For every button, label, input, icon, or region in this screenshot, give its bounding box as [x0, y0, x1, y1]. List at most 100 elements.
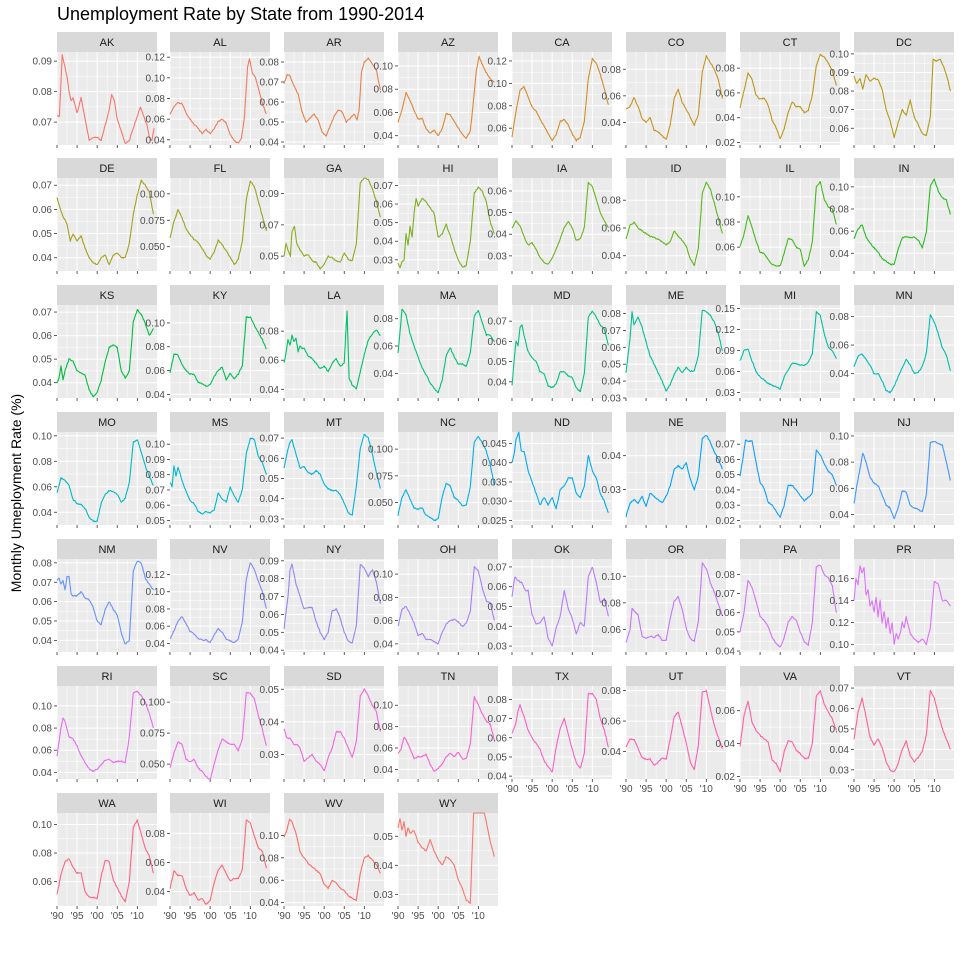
y-tick-label: 0.04: [374, 765, 394, 776]
y-tick-label: 0.07: [830, 105, 850, 116]
facet-strip-label: MA: [440, 290, 457, 302]
facet-panel-dc: DC 0.06 0.07 0.08 0.09 0.10: [830, 32, 954, 148]
facet-panel-pr: PR 0.10 0.12 0.14 0.16: [830, 539, 954, 655]
y-tick-label: 0.03: [260, 750, 280, 761]
series-line-sc: [169, 691, 267, 780]
facet-strip-label: MI: [784, 290, 796, 302]
y-tick-label: 0.05: [488, 752, 508, 763]
series-line-ca: [511, 57, 609, 142]
series-line-az: [397, 55, 495, 139]
y-tick-label: 0.14: [830, 596, 850, 607]
y-tick-label: 0.100: [368, 445, 393, 456]
facet-panel-hi: HI 0.03 0.04 0.05 0.06 0.07: [374, 158, 498, 274]
y-tick-label: 0.06: [830, 484, 850, 495]
series-line-ga: [283, 177, 381, 270]
x-tick-label: '90: [50, 911, 63, 922]
y-tick-label: 0.06: [33, 746, 53, 757]
y-tick-label: 0.08: [374, 85, 394, 96]
facet-strip-label: GA: [326, 163, 343, 175]
y-tick-label: 0.075: [140, 216, 165, 227]
facet-strip: [57, 412, 157, 432]
y-tick-label: 0.04: [716, 647, 736, 658]
y-tick-label: 0.06: [716, 88, 736, 99]
y-tick-label: 0.12: [716, 325, 736, 336]
y-tick-label: 0.07: [602, 326, 622, 337]
facet-strip-label: WV: [325, 798, 343, 810]
facet-strip-label: AR: [326, 37, 341, 49]
y-tick-label: 0.06: [488, 733, 508, 744]
facet-panel-va: VA 0.02 0.04 0.06 '90 '95 '00 '05 '10: [716, 666, 840, 795]
y-tick-label: 0.08: [146, 829, 166, 840]
x-tick-label: '95: [71, 911, 84, 922]
y-tick-label: 0.07: [146, 485, 166, 496]
y-tick-label: 0.050: [140, 760, 165, 771]
facet-panel-ok: OK 0.03 0.04 0.05 0.06 0.07: [488, 539, 612, 655]
facet-panel-nc: NC 0.050 0.075 0.100: [368, 412, 498, 528]
y-tick-label: 0.06: [488, 582, 508, 593]
facet-strip: [512, 32, 612, 52]
y-tick-label: 0.04: [488, 622, 508, 633]
x-tick-label: '95: [526, 784, 539, 795]
y-tick-label: 0.15: [716, 304, 736, 315]
facet-strip: [854, 539, 954, 559]
facet-panel-wa: WA 0.06 0.08 0.10 '90 '95 '00 '05 '10: [33, 793, 157, 922]
facet-strip-label: IN: [899, 163, 910, 175]
facet-strip: [284, 285, 384, 305]
y-tick-label: 0.07: [374, 181, 394, 192]
facet-panel-az: AZ 0.04 0.06 0.08 0.10: [374, 32, 498, 148]
series-line-wa: [56, 819, 154, 903]
facet-panel-nd: ND 0.025 0.030 0.035 0.040 0.045: [482, 412, 612, 528]
y-tick-label: 0.04: [33, 636, 53, 647]
y-tick-label: 0.04: [260, 646, 280, 657]
y-tick-label: 0.03: [374, 255, 394, 266]
y-tick-label: 0.06: [33, 331, 53, 342]
series-line-tx: [511, 692, 609, 773]
x-tick-label: '00: [660, 784, 673, 795]
facet-panel-vt: VT 0.03 0.04 0.05 0.06 0.07 '90 '95 '00 '05 '10: [830, 666, 954, 795]
x-tick-label: '10: [472, 911, 485, 922]
y-tick-label: 0.04: [716, 113, 736, 124]
y-tick-label: 0.03: [374, 890, 394, 901]
y-tick-label: 0.08: [602, 309, 622, 320]
series-line-nc: [397, 435, 495, 522]
y-tick-label: 0.16: [830, 574, 850, 585]
series-line-la: [283, 310, 381, 390]
y-tick-label: 0.05: [33, 617, 53, 628]
series-line-ri: [56, 690, 154, 772]
facet-strip-label: ID: [671, 163, 682, 175]
x-tick-label: '00: [888, 784, 901, 795]
facet-panel-ne: NE 0.03 0.04: [602, 412, 726, 528]
facet-panel-fl: FL 0.050 0.075 0.100: [140, 158, 270, 274]
facet-panel-sd: SD 0.03 0.04 0.05: [260, 666, 384, 782]
y-tick-label: 0.08: [33, 457, 53, 468]
series-line-in: [853, 178, 951, 266]
y-tick-label: 0.08: [33, 87, 53, 98]
facet-strip-label: WI: [213, 798, 226, 810]
facet-strip: [170, 539, 270, 559]
y-tick-label: 0.08: [716, 570, 736, 581]
y-tick-label: 0.04: [374, 237, 394, 248]
y-tick-label: 0.06: [830, 704, 850, 715]
y-axis-label: Monthly Umeployment Rate (%): [8, 394, 24, 592]
y-tick-label: 0.06: [260, 610, 280, 621]
y-tick-label: 0.05: [260, 685, 280, 696]
y-tick-label: 0.09: [33, 57, 53, 68]
series-line-tn: [397, 695, 495, 772]
x-tick-label: '90: [619, 784, 632, 795]
y-tick-label: 0.04: [830, 369, 850, 380]
y-tick-label: 0.06: [374, 108, 394, 119]
series-line-pr: [853, 565, 951, 646]
x-tick-label: '10: [928, 784, 941, 795]
y-tick-label: 0.07: [488, 562, 508, 573]
x-tick-label: '90: [277, 911, 290, 922]
y-tick-label: 0.09: [716, 346, 736, 357]
x-tick-label: '10: [814, 784, 827, 795]
x-tick-label: '00: [204, 911, 217, 922]
y-tick-label: 0.100: [140, 189, 165, 200]
y-tick-label: 0.10: [830, 640, 850, 651]
facet-strip-label: SD: [326, 671, 341, 683]
facet-panel-ms: MS 0.05 0.06 0.07 0.08 0.09 0.10: [146, 412, 270, 528]
facet-panel-co: CO 0.04 0.06 0.08: [602, 32, 726, 148]
y-tick-label: 0.08: [33, 724, 53, 735]
facet-strip-label: AZ: [441, 37, 455, 49]
